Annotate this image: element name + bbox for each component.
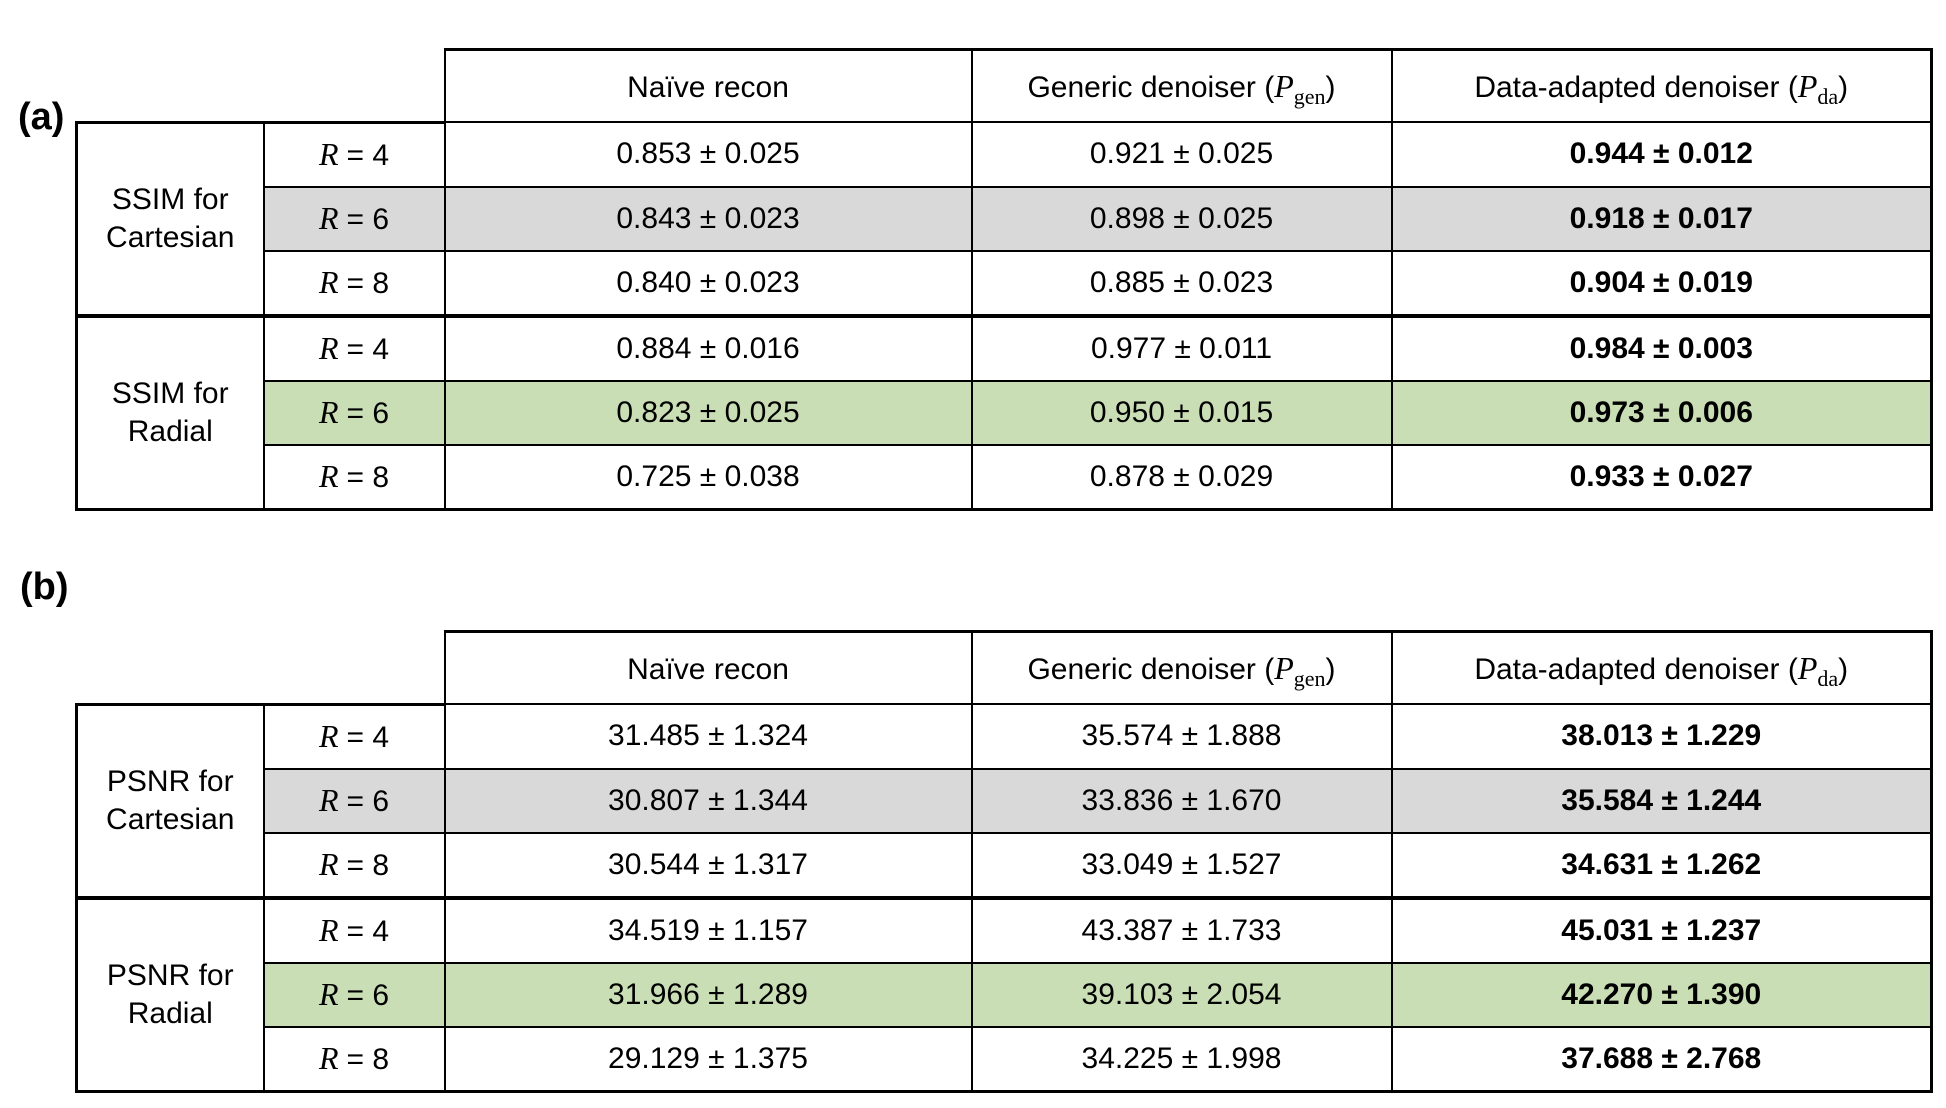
value-cell: 30.807 ± 1.344	[443, 767, 973, 834]
r-label-cell: R = 8	[262, 443, 446, 511]
value-cell: 37.688 ± 2.768	[1390, 1025, 1933, 1093]
panel-b-label: (b)	[20, 566, 69, 608]
value-cell: 34.631 ± 1.262	[1390, 831, 1933, 899]
psnr-table: Naïve recon Generic denoiser (Pgen) Data…	[75, 630, 1933, 1093]
value-cell: 0.853 ± 0.025	[443, 121, 973, 188]
value-cell: 42.270 ± 1.390	[1390, 961, 1933, 1028]
group-label-cell: SSIM for Cartesian	[75, 120, 265, 317]
value-cell: 0.921 ± 0.025	[970, 121, 1393, 188]
value-cell: 31.966 ± 1.289	[443, 961, 973, 1028]
r-label-cell: R = 4	[262, 895, 446, 964]
r-label-cell: R = 6	[262, 767, 446, 834]
value-cell: 0.973 ± 0.006	[1390, 379, 1933, 446]
table-row: PSNR for Radial R = 4 34.519 ± 1.157 43.3…	[75, 895, 1933, 1093]
r-label-cell: R = 8	[262, 249, 446, 317]
value-cell: 0.885 ± 0.023	[970, 249, 1393, 317]
ssim-table: Naïve recon Generic denoiser (Pgen) Data…	[75, 48, 1933, 511]
table-row: Naïve recon Generic denoiser (Pgen) Data…	[77, 630, 1933, 705]
header-spacer	[77, 50, 445, 123]
column-header-data-adapted-denoiser: Data-adapted denoiser (Pda)	[1390, 48, 1933, 123]
table-row: R = 8 0.725 ± 0.038 0.878 ± 0.029 0.933 ±…	[77, 443, 1933, 511]
value-cell: 34.225 ± 1.998	[970, 1025, 1393, 1093]
group-label-cell: PSNR for Radial	[75, 895, 265, 1093]
table-row: SSIM for Cartesian R = 4 0.853 ± 0.025 0.…	[75, 120, 1933, 317]
table-row: R = 8 29.129 ± 1.375 34.225 ± 1.998 37.68…	[77, 1025, 1933, 1093]
column-header-generic-denoiser: Generic denoiser (Pgen)	[970, 630, 1393, 705]
panel-a-label: (a)	[18, 96, 65, 138]
value-cell: 0.933 ± 0.027	[1390, 443, 1933, 511]
value-cell: 29.129 ± 1.375	[443, 1025, 973, 1093]
value-cell: 43.387 ± 1.733	[970, 895, 1393, 964]
value-cell: 0.944 ± 0.012	[1390, 121, 1933, 188]
column-header-generic-denoiser: Generic denoiser (Pgen)	[970, 48, 1393, 123]
column-header-naive-recon: Naïve recon	[443, 630, 973, 705]
group-label-cell: SSIM for Radial	[75, 313, 265, 511]
table-row: Naïve recon Generic denoiser (Pgen) Data…	[77, 48, 1933, 123]
value-cell: 39.103 ± 2.054	[970, 961, 1393, 1028]
table-row: R = 6 0.823 ± 0.025 0.950 ± 0.015 0.973 ±…	[77, 379, 1933, 446]
value-cell: 0.984 ± 0.003	[1390, 313, 1933, 382]
column-header-naive-recon: Naïve recon	[443, 48, 973, 123]
value-cell: 0.878 ± 0.029	[970, 443, 1393, 511]
value-cell: 0.918 ± 0.017	[1390, 185, 1933, 252]
r-label-cell: R = 8	[262, 1025, 446, 1093]
table-row: R = 8 30.544 ± 1.317 33.049 ± 1.527 34.63…	[77, 831, 1933, 899]
r-label-cell: R = 6	[262, 961, 446, 1028]
value-cell: 0.725 ± 0.038	[443, 443, 973, 511]
value-cell: 0.950 ± 0.015	[970, 379, 1393, 446]
value-cell: 38.013 ± 1.229	[1390, 703, 1933, 770]
table-row: R = 6 31.966 ± 1.289 39.103 ± 2.054 42.27…	[77, 961, 1933, 1028]
table-row: R = 8 0.840 ± 0.023 0.885 ± 0.023 0.904 ±…	[77, 249, 1933, 317]
header-spacer	[77, 632, 445, 705]
value-cell: 45.031 ± 1.237	[1390, 895, 1933, 964]
value-cell: 0.977 ± 0.011	[970, 313, 1393, 382]
r-label-cell: R = 4	[262, 702, 446, 770]
value-cell: 0.840 ± 0.023	[443, 249, 973, 317]
value-cell: 30.544 ± 1.317	[443, 831, 973, 899]
r-label-cell: R = 4	[262, 313, 446, 382]
r-label-cell: R = 6	[262, 185, 446, 252]
r-label-cell: R = 6	[262, 379, 446, 446]
value-cell: 31.485 ± 1.324	[443, 703, 973, 770]
table-row: SSIM for Radial R = 4 0.884 ± 0.016 0.977…	[75, 313, 1933, 511]
value-cell: 33.836 ± 1.670	[970, 767, 1393, 834]
table-row: R = 6 0.843 ± 0.023 0.898 ± 0.025 0.918 ±…	[77, 185, 1933, 252]
column-header-data-adapted-denoiser: Data-adapted denoiser (Pda)	[1390, 630, 1933, 705]
value-cell: 0.904 ± 0.019	[1390, 249, 1933, 317]
value-cell: 33.049 ± 1.527	[970, 831, 1393, 899]
r-label-cell: R = 4	[262, 120, 446, 188]
value-cell: 0.884 ± 0.016	[443, 313, 973, 382]
table-row: R = 6 30.807 ± 1.344 33.836 ± 1.670 35.58…	[77, 767, 1933, 834]
table-row: PSNR for Cartesian R = 4 31.485 ± 1.324 3…	[75, 702, 1933, 899]
value-cell: 35.574 ± 1.888	[970, 703, 1393, 770]
value-cell: 0.898 ± 0.025	[970, 185, 1393, 252]
value-cell: 35.584 ± 1.244	[1390, 767, 1933, 834]
group-label-cell: PSNR for Cartesian	[75, 702, 265, 899]
r-label-cell: R = 8	[262, 831, 446, 899]
value-cell: 34.519 ± 1.157	[443, 895, 973, 964]
value-cell: 0.843 ± 0.023	[443, 185, 973, 252]
value-cell: 0.823 ± 0.025	[443, 379, 973, 446]
